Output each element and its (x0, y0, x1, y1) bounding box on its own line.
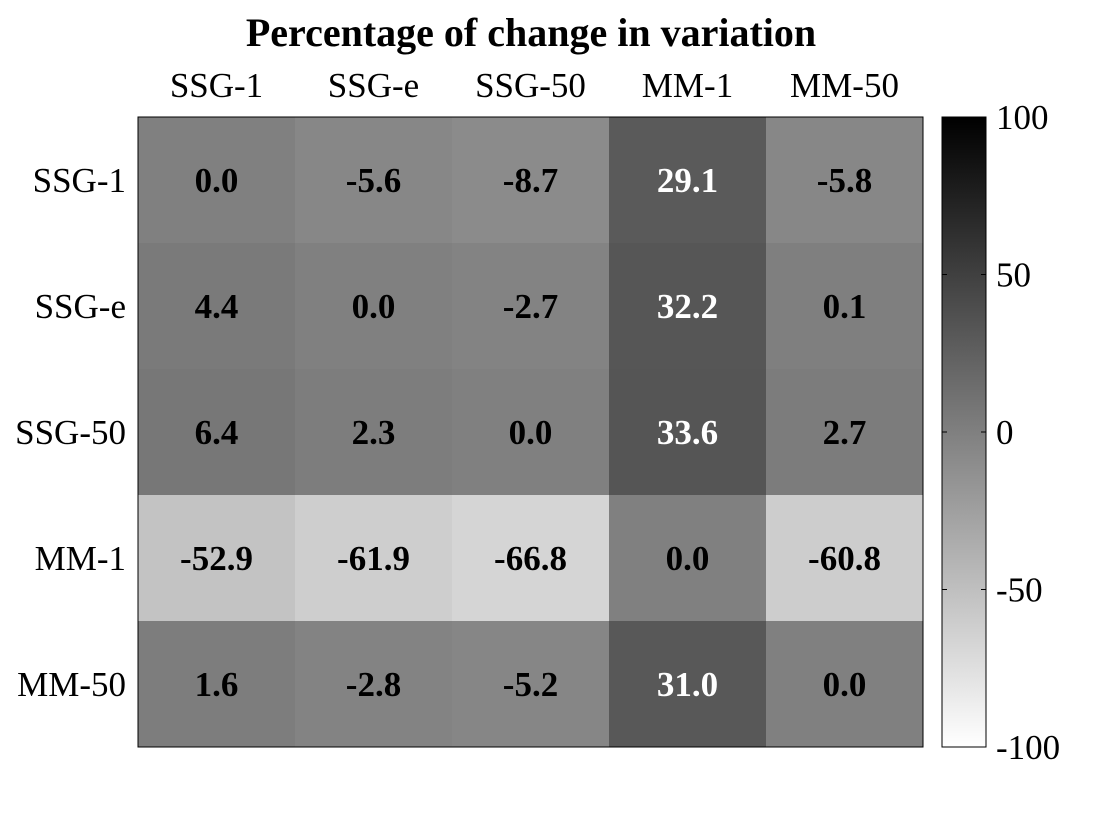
heatmap-cell (452, 369, 609, 495)
cell-value-label: -60.8 (808, 539, 881, 578)
heatmap-cell (609, 117, 766, 243)
cell-value-label: -52.9 (180, 539, 253, 578)
cell-value-label: -2.8 (346, 665, 401, 704)
cell-value-label: -61.9 (337, 539, 410, 578)
cell-value-label: -5.2 (503, 665, 558, 704)
heatmap-cell (295, 621, 452, 747)
cell-value-label: 33.6 (657, 413, 718, 452)
heatmap-cell (138, 117, 295, 243)
row-labels: SSG-1 SSG-e SSG-50 MM-1 MM-50 (15, 161, 126, 704)
cell-value-label: 31.0 (657, 665, 718, 704)
heatmap-cell (452, 621, 609, 747)
cell-value-label: 0.0 (195, 161, 239, 200)
heatmap-cell (452, 243, 609, 369)
heatmap-cell (138, 369, 295, 495)
heatmap-cell (138, 621, 295, 747)
heatmap-cell (138, 243, 295, 369)
cell-value-label: 0.0 (666, 539, 710, 578)
row-label: MM-50 (17, 665, 126, 704)
row-label: SSG-e (35, 287, 126, 326)
heatmap-cell (609, 243, 766, 369)
cell-value-label: 32.2 (657, 287, 718, 326)
column-label: MM-50 (790, 66, 899, 105)
cell-value-label: -66.8 (494, 539, 567, 578)
column-label: SSG-50 (475, 66, 586, 105)
row-label: MM-1 (35, 539, 126, 578)
heatmap-cell (295, 117, 452, 243)
cell-value-label: 2.3 (352, 413, 396, 452)
column-label: MM-1 (642, 66, 733, 105)
heatmap-cell (609, 495, 766, 621)
cell-value-label: 6.4 (195, 413, 239, 452)
cell-value-label: 1.6 (195, 665, 239, 704)
heatmap-cell (295, 495, 452, 621)
cell-value-label: 0.0 (509, 413, 553, 452)
heatmap-cell (609, 369, 766, 495)
row-label: SSG-50 (15, 413, 126, 452)
cell-value-label: 0.0 (823, 665, 867, 704)
heatmap-cell (766, 369, 923, 495)
cell-value-label: 4.4 (195, 287, 239, 326)
row-label: SSG-1 (33, 161, 126, 200)
cell-value-label: -2.7 (503, 287, 558, 326)
colorbar-tick-label: 100 (996, 98, 1049, 137)
cell-value-label: 29.1 (657, 161, 718, 200)
column-labels: SSG-1 SSG-e SSG-50 MM-1 MM-50 (170, 66, 899, 105)
column-label: SSG-e (328, 66, 419, 105)
chart-title: Percentage of change in variation (246, 10, 816, 55)
colorbar-tick-label: -50 (996, 571, 1043, 610)
heatmap-cell (766, 621, 923, 747)
cell-value-label: 2.7 (823, 413, 867, 452)
column-label: SSG-1 (170, 66, 263, 105)
colorbar (941, 116, 987, 748)
heatmap-cell (766, 495, 923, 621)
heatmap-cell (295, 369, 452, 495)
cell-value-label: -8.7 (503, 161, 558, 200)
cell-value-label: 0.1 (823, 287, 867, 326)
heatmap-cell (452, 495, 609, 621)
colorbar-ticks: 100 50 0 -50 -100 (942, 98, 1060, 767)
colorbar-tick-label: 0 (996, 413, 1014, 452)
heatmap-cells: 0.0 -5.6 -8.7 29.1 -5.8 4.4 0.0 -2.7 32.2 0.1 6.4 2… (138, 117, 923, 747)
colorbar-tick-label: 50 (996, 256, 1031, 295)
cell-value-label: -5.6 (346, 161, 401, 200)
plot-frame (137, 116, 924, 748)
heatmap-cell (766, 243, 923, 369)
colorbar-tick-label: -100 (996, 728, 1060, 767)
heatmap-cell (138, 495, 295, 621)
heatmap-cell (609, 621, 766, 747)
heatmap-cell (295, 243, 452, 369)
cell-value-label: -5.8 (817, 161, 872, 200)
heatmap-cell (452, 117, 609, 243)
heatmap-cell (766, 117, 923, 243)
cell-value-label: 0.0 (352, 287, 396, 326)
